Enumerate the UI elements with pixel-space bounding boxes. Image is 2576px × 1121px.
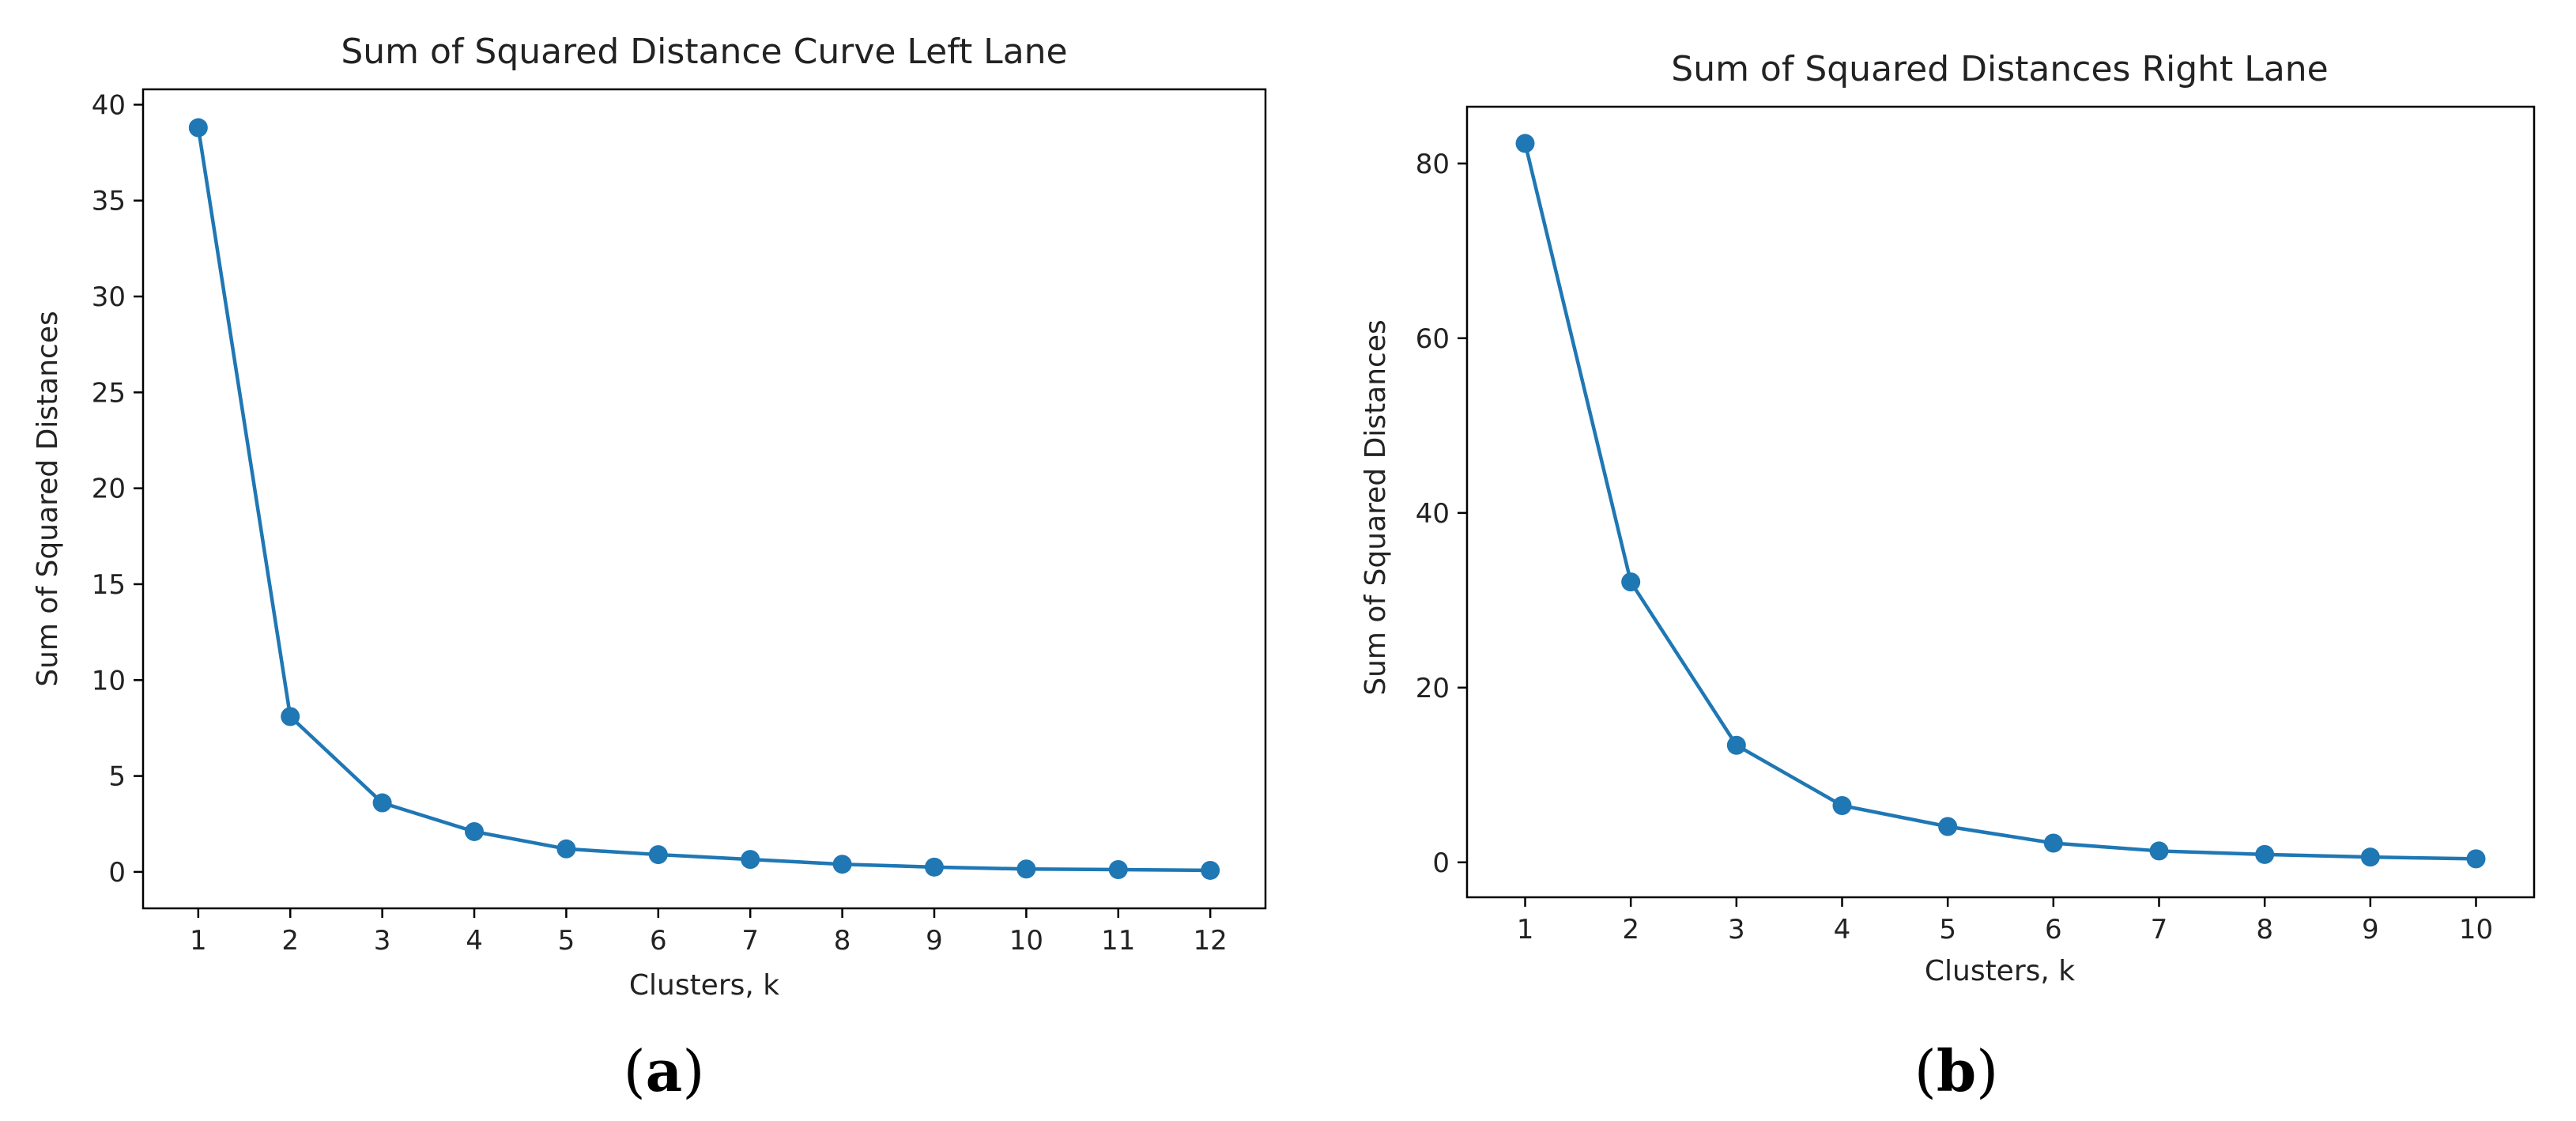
chart-b-x-tick-label: 5 (1939, 914, 1956, 945)
chart-b-y-tick-label: 20 (1416, 673, 1450, 704)
chart-b-caption: (b) (1914, 1037, 1999, 1104)
chart-b-x-ticks: 1 2 3 4 5 6 7 8 9 10 (1517, 897, 2493, 945)
chart-b-x-tick-label: 10 (2459, 914, 2493, 945)
caption-part: a (646, 1037, 683, 1104)
chart-b-data-point (1938, 817, 1958, 836)
caption-part: ( (1914, 1038, 1937, 1104)
chart-b-data-point (2149, 841, 2169, 861)
chart-a-data-point (924, 857, 944, 877)
chart-b-x-tick-label: 7 (2151, 914, 2168, 945)
chart-b-data-point (1621, 572, 1641, 592)
chart-a-y-tick-label: 30 (92, 281, 126, 313)
chart-a-data-point (1016, 859, 1036, 879)
chart-b-y-axis-label: Sum of Squared Distances (1360, 319, 1392, 696)
chart-b-y-tick-label: 0 (1432, 847, 1450, 879)
chart-a-y-tick-label: 25 (92, 377, 126, 409)
caption-part: b (1937, 1037, 1976, 1104)
chart-b-series (1515, 134, 2486, 869)
chart-b-x-tick-label: 8 (2256, 914, 2273, 945)
chart-a-y-tick-label: 20 (92, 474, 126, 505)
chart-a-title: Sum of Squared Distance Curve Left Lane (341, 32, 1067, 72)
chart-b-data-point (1832, 795, 1852, 815)
chart-a-y-tick-label: 35 (92, 186, 126, 217)
chart-a-x-tick-label: 8 (834, 925, 851, 957)
chart-b-data-point (2360, 847, 2380, 867)
chart-a-data-point (556, 839, 576, 859)
chart-a-x-ticks: 1 2 3 4 5 6 7 8 9 10 11 12 (190, 908, 1228, 957)
chart-a-x-tick-label: 9 (926, 925, 943, 957)
chart-a-x-tick-label: 1 (190, 925, 207, 957)
chart-a-data-point (281, 707, 300, 727)
chart-a-x-tick-label: 4 (466, 925, 483, 957)
chart-a-x-tick-label: 5 (558, 925, 575, 957)
chart-a-data-point (1108, 859, 1128, 879)
chart-b-y-tick-label: 60 (1416, 323, 1450, 355)
chart-a-y-tick-label: 5 (108, 761, 126, 793)
chart-b-x-tick-label: 9 (2362, 914, 2379, 945)
chart-b-data-point (2043, 833, 2063, 853)
chart-a-data-point (741, 850, 760, 870)
chart-b-plot-frame (1465, 105, 2536, 899)
caption-part: ) (1976, 1038, 1998, 1104)
chart-a-x-tick-label: 3 (374, 925, 391, 957)
chart-b-x-axis-label: Clusters, k (1925, 955, 2075, 987)
caption-part: ( (624, 1038, 646, 1104)
chart-panel-b: Sum of Squared Distances Right Lane 1 2 3 4… (1360, 49, 2536, 1104)
chart-b-series-line (1523, 142, 2476, 861)
chart-a-y-tick-label: 15 (92, 569, 126, 601)
chart-a-data-point (188, 118, 208, 138)
chart-a-y-tick-label: 10 (92, 665, 126, 696)
chart-a-data-point (648, 845, 668, 865)
chart-panel-a: Sum of Squared Distance Curve Left Lane … (32, 32, 1267, 1104)
chart-a-x-tick-label: 10 (1009, 925, 1043, 957)
chart-b-y-ticks: 0 20 40 60 80 (1416, 149, 1467, 879)
chart-a-series (188, 118, 1220, 880)
chart-b-data-point (2255, 844, 2275, 864)
chart-b-x-tick-label: 4 (1834, 914, 1851, 945)
chart-a-y-tick-label: 40 (92, 89, 126, 121)
chart-a-data-point (465, 821, 485, 841)
chart-a-y-tick-label: 0 (108, 857, 126, 889)
chart-a-x-tick-label: 7 (741, 925, 759, 957)
chart-a-data-point (372, 793, 392, 813)
chart-b-title: Sum of Squared Distances Right Lane (1671, 49, 2328, 89)
chart-a-x-tick-label: 11 (1101, 925, 1135, 957)
chart-b-x-tick-label: 6 (2045, 914, 2062, 945)
chart-a-caption: (a) (624, 1037, 705, 1104)
chart-b-x-tick-label: 1 (1517, 914, 1534, 945)
chart-a-plot-frame (141, 88, 1267, 910)
chart-a-x-tick-label: 2 (281, 925, 299, 957)
chart-a-y-ticks: 0 5 10 15 20 25 30 35 40 (92, 89, 143, 889)
chart-b-x-tick-label: 2 (1622, 914, 1639, 945)
chart-a-x-axis-label: Clusters, k (629, 969, 779, 1002)
chart-b-data-point (1726, 735, 1746, 755)
caption-part: ) (682, 1038, 704, 1104)
chart-b-data-point (1515, 134, 1535, 153)
chart-a-data-point (1201, 860, 1220, 880)
chart-a-y-axis-label: Sum of Squared Distances (32, 311, 64, 687)
chart-b-y-tick-label: 80 (1416, 149, 1450, 180)
chart-a-x-tick-label: 12 (1194, 925, 1228, 957)
chart-b-x-tick-label: 3 (1728, 914, 1745, 945)
chart-b-data-point (2466, 849, 2486, 869)
chart-a-data-point (832, 855, 852, 874)
chart-a-x-tick-label: 6 (650, 925, 667, 957)
chart-b-y-tick-label: 40 (1416, 498, 1450, 530)
chart-a-series-line (196, 127, 1211, 873)
